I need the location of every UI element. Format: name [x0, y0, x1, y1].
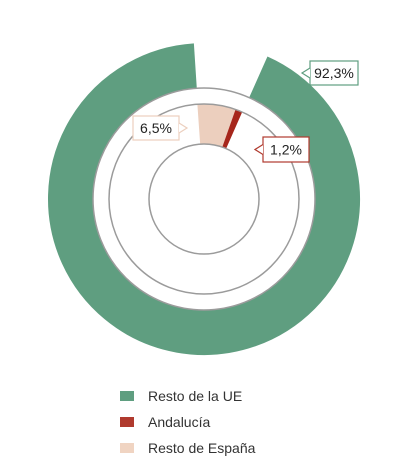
outer-ring-inner-edge — [92, 87, 316, 311]
label-resto-espana-text: 6,5% — [140, 120, 172, 136]
legend-label: Andalucía — [148, 414, 211, 430]
legend-item-resto-espana: Resto de España — [120, 435, 255, 461]
slice-resto-de-espa-a — [197, 104, 236, 148]
legend-label: Resto de España — [148, 440, 256, 456]
label-resto-espana-box — [132, 115, 180, 141]
inner-ring — [92, 87, 316, 311]
label-resto-ue-box — [309, 60, 359, 86]
label-resto-ue: 92,3% — [300, 60, 359, 86]
label-andalucia-text: 1,2% — [270, 142, 302, 158]
label-resto-espana: 6,5% — [132, 115, 189, 141]
legend-label: Resto de la UE — [148, 388, 243, 404]
label-andalucia-tail — [253, 143, 264, 156]
slice-andaluc-a — [222, 109, 243, 149]
legend-item-resto-ue: Resto de la UE — [120, 383, 255, 409]
legend-swatch — [120, 417, 134, 427]
inner-ring-outer-edge — [108, 103, 300, 295]
nested-donut-chart: 92,3% 6,5% 1,2% — [48, 43, 360, 355]
slice-resto-de-la-ue — [48, 43, 360, 355]
label-resto-ue-text: 92,3% — [314, 65, 354, 81]
inner-ring-inner-edge — [148, 143, 260, 255]
label-andalucia: 1,2% — [253, 136, 310, 163]
legend-swatch — [120, 443, 134, 453]
outer-ring — [48, 43, 360, 355]
legend-item-andalucia: Andalucía — [120, 409, 255, 435]
label-resto-ue-tail — [300, 67, 311, 79]
label-resto-espana-tail — [178, 122, 189, 134]
legend-swatch — [120, 391, 134, 401]
callout-labels: 92,3% 6,5% 1,2% — [132, 60, 359, 163]
legend: Resto de la UE Andalucía Resto de España — [120, 383, 255, 461]
